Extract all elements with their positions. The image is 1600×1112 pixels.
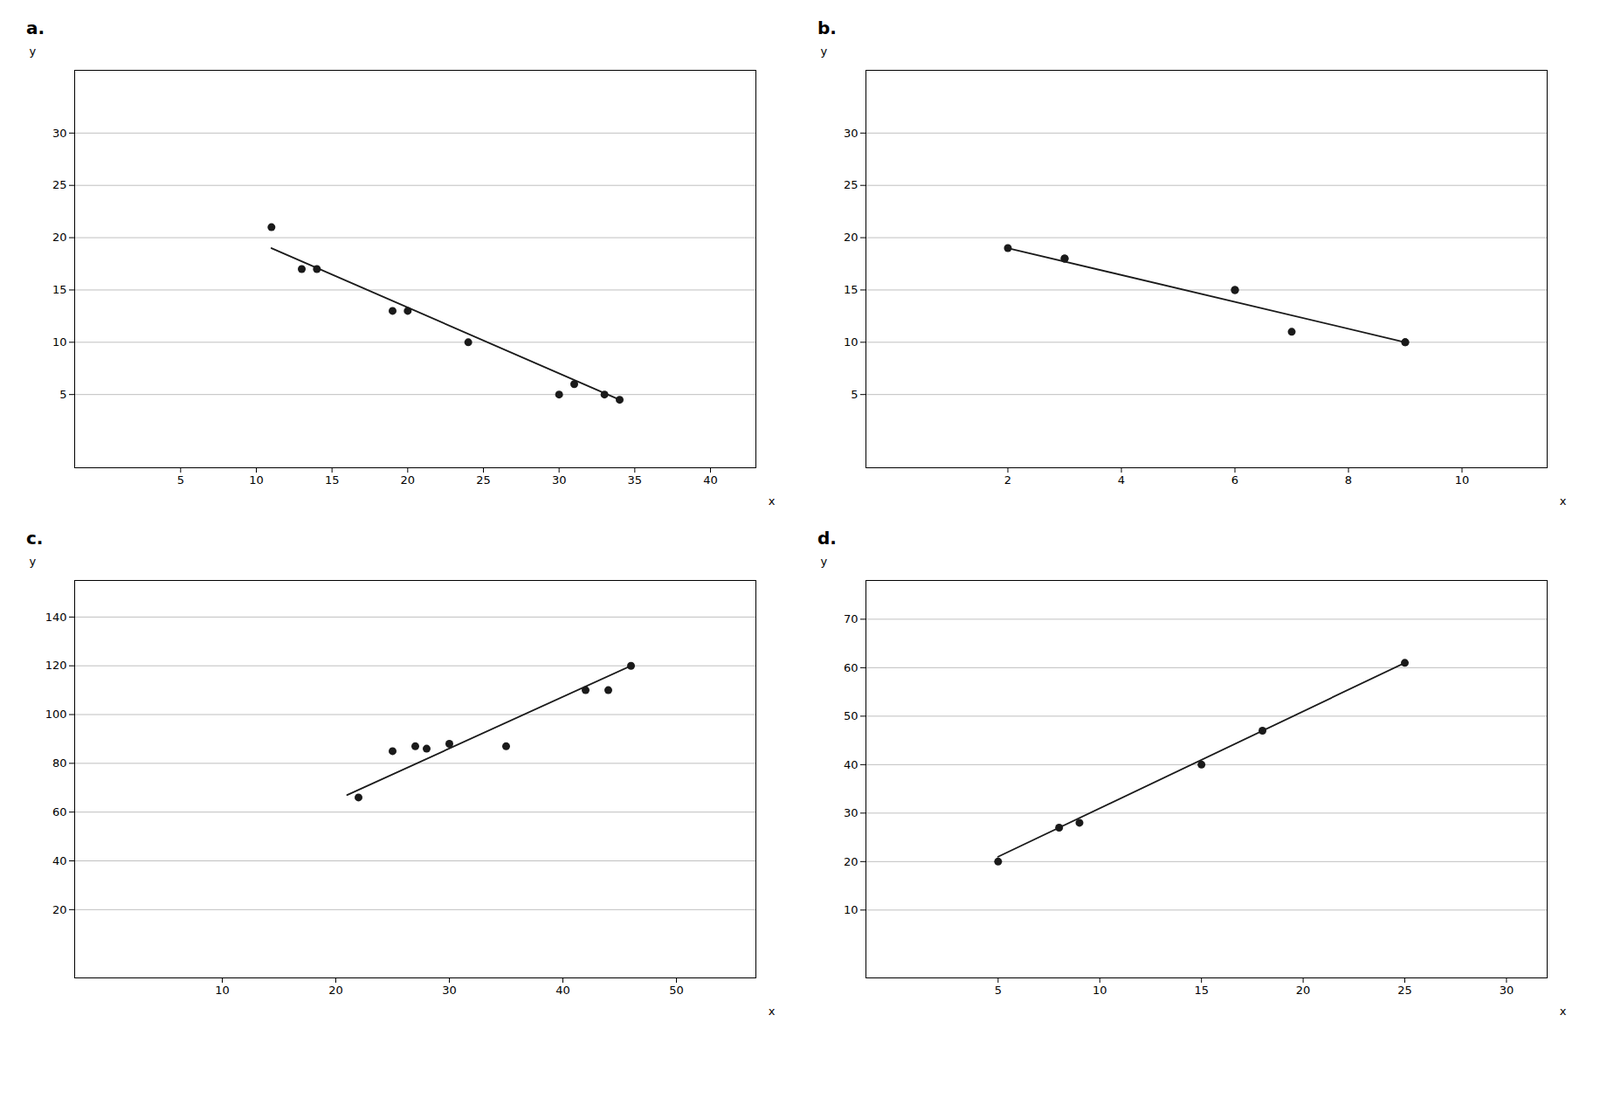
svg-text:40: 40 <box>52 854 68 868</box>
svg-text:10: 10 <box>843 335 859 349</box>
svg-text:25: 25 <box>1397 983 1413 997</box>
svg-text:20: 20 <box>1296 983 1311 997</box>
svg-text:40: 40 <box>843 758 859 772</box>
svg-text:y: y <box>820 554 828 568</box>
svg-text:x: x <box>1559 494 1567 508</box>
svg-text:5: 5 <box>59 387 67 401</box>
svg-text:30: 30 <box>843 806 859 820</box>
svg-text:50: 50 <box>668 983 684 997</box>
svg-text:15: 15 <box>843 282 859 297</box>
svg-text:100: 100 <box>45 707 68 721</box>
svg-text:20: 20 <box>52 903 68 917</box>
svg-text:80: 80 <box>52 756 68 770</box>
svg-text:25: 25 <box>843 178 859 192</box>
svg-text:y: y <box>29 44 37 58</box>
svg-text:10: 10 <box>843 903 859 917</box>
svg-text:40: 40 <box>555 983 571 997</box>
svg-text:4: 4 <box>1117 473 1125 487</box>
svg-text:40: 40 <box>703 473 718 487</box>
svg-text:20: 20 <box>843 230 859 244</box>
html-text:a.: a. <box>26 17 45 39</box>
svg-text:10: 10 <box>214 983 230 997</box>
svg-text:8: 8 <box>1344 473 1352 487</box>
svg-text:15: 15 <box>52 282 68 297</box>
svg-text:x: x <box>768 1004 776 1018</box>
svg-text:120: 120 <box>45 658 68 672</box>
svg-text:5: 5 <box>994 983 1002 997</box>
svg-text:10: 10 <box>1092 983 1108 997</box>
svg-text:10: 10 <box>52 335 68 349</box>
svg-text:20: 20 <box>52 230 68 244</box>
svg-text:60: 60 <box>52 805 68 819</box>
svg-text:5: 5 <box>177 473 185 487</box>
svg-text:70: 70 <box>843 612 859 626</box>
svg-text:60: 60 <box>843 661 859 675</box>
svg-text:20: 20 <box>400 473 416 487</box>
svg-text:25: 25 <box>475 473 491 487</box>
svg-text:10: 10 <box>1455 473 1470 487</box>
svg-text:y: y <box>29 554 37 568</box>
svg-text:30: 30 <box>52 126 68 140</box>
svg-text:x: x <box>768 494 776 508</box>
svg-text:2: 2 <box>1004 473 1012 487</box>
html-text:d.: d. <box>817 527 837 549</box>
svg-text:6: 6 <box>1231 473 1239 487</box>
svg-text:140: 140 <box>45 610 68 624</box>
svg-text:20: 20 <box>843 854 859 868</box>
html-text:b.: b. <box>817 17 837 39</box>
svg-text:10: 10 <box>248 473 264 487</box>
svg-text:30: 30 <box>843 126 859 140</box>
svg-text:y: y <box>820 44 828 58</box>
svg-text:20: 20 <box>328 983 344 997</box>
svg-text:15: 15 <box>324 473 340 487</box>
svg-text:x: x <box>1559 1004 1567 1018</box>
svg-text:30: 30 <box>441 983 457 997</box>
svg-text:25: 25 <box>52 178 68 192</box>
html-text:c.: c. <box>26 527 44 549</box>
svg-text:30: 30 <box>551 473 567 487</box>
svg-text:50: 50 <box>843 709 859 723</box>
svg-text:30: 30 <box>1499 983 1515 997</box>
svg-text:15: 15 <box>1193 983 1209 997</box>
svg-text:35: 35 <box>627 473 643 487</box>
svg-text:5: 5 <box>850 387 858 401</box>
